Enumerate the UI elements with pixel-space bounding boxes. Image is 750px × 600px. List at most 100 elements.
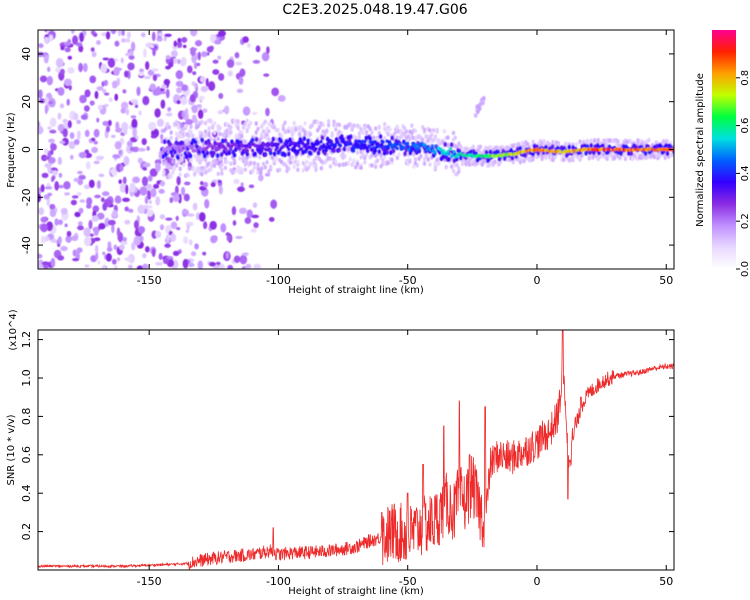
halo-cell	[361, 130, 365, 135]
halo-cell	[435, 157, 439, 162]
halo-cell	[479, 144, 483, 149]
halo-cell	[602, 151, 606, 157]
noise-cell	[57, 219, 64, 225]
noise-cell	[112, 209, 118, 218]
ridge-cell	[190, 144, 194, 149]
halo-cell	[292, 120, 296, 126]
noise-cell	[176, 100, 181, 105]
spectrogram-x-tick-label: 50	[659, 274, 673, 287]
halo-cell	[212, 121, 217, 126]
noise-cell	[83, 227, 91, 237]
noise-cell	[114, 195, 122, 204]
noise-cell	[60, 207, 68, 215]
noise-cell	[90, 30, 96, 35]
ridge-outer-cell	[447, 156, 451, 162]
noise-cell	[73, 112, 79, 121]
ridge-outer-cell	[232, 152, 237, 158]
noise-cell	[60, 45, 65, 51]
noise-cell	[94, 244, 99, 254]
halo-cell	[196, 167, 200, 173]
noise-cell	[64, 192, 70, 196]
noise-cell	[114, 40, 120, 47]
noise-cell	[233, 255, 241, 263]
noise-cell	[203, 169, 208, 175]
halo-cell	[249, 120, 253, 126]
noise-cell	[83, 105, 90, 112]
ridge-cell	[389, 142, 393, 147]
snr-x-tick-label: 50	[659, 575, 673, 588]
halo-cell	[223, 156, 228, 162]
halo-cell	[370, 130, 374, 135]
ridge-cell	[287, 147, 291, 152]
noise-cell	[137, 147, 146, 152]
halo-cell	[270, 155, 275, 161]
halo-cell	[435, 127, 439, 133]
halo-cell	[383, 155, 387, 160]
branch-cell	[481, 99, 485, 104]
halo-cell	[388, 126, 392, 132]
ridge-cell	[402, 146, 406, 150]
noise-cell	[96, 212, 105, 220]
halo-cell	[437, 161, 441, 166]
ridge-outer-cell	[275, 144, 279, 150]
ridge-cell	[262, 142, 266, 147]
snr-x-tick-label: -100	[266, 575, 291, 588]
noise-cell	[51, 238, 58, 243]
noise-cell	[165, 217, 173, 221]
halo-cell	[191, 133, 195, 139]
noise-cell	[148, 200, 152, 204]
halo-cell	[377, 124, 381, 130]
noise-cell	[62, 118, 68, 123]
ridge-cell	[218, 142, 222, 146]
halo-cell	[236, 119, 240, 124]
halo-cell	[350, 127, 354, 132]
noise-cell	[67, 55, 73, 60]
halo-cell	[252, 161, 256, 166]
halo-cell	[574, 142, 579, 147]
ridge-outer-cell	[351, 147, 356, 153]
spectrogram-y-tick-label: -20	[20, 188, 33, 206]
noise-cell	[165, 88, 170, 99]
halo-cell	[223, 165, 228, 171]
halo-cell	[187, 132, 191, 138]
noise-cell	[77, 225, 85, 231]
ridge-cell	[300, 147, 304, 151]
halo-cell	[220, 162, 224, 167]
noise-cell	[208, 261, 216, 267]
spectrogram-cells	[38, 30, 674, 269]
noise-cell	[46, 182, 51, 188]
ridge-outer-cell	[168, 141, 172, 147]
noise-cell	[252, 59, 261, 64]
ridge-outer-cell	[509, 147, 513, 153]
noise-cell	[90, 137, 96, 142]
ridge-cell	[306, 141, 310, 146]
noise-cell	[121, 121, 129, 132]
noise-cell	[151, 68, 159, 72]
noise-cell	[111, 258, 117, 265]
halo-cell	[495, 145, 499, 150]
noise-cell	[97, 260, 101, 265]
noise-cell	[114, 264, 118, 269]
noise-cell	[263, 73, 270, 77]
noise-cell	[100, 63, 108, 74]
noise-cell	[44, 186, 53, 190]
noise-cell	[187, 262, 195, 268]
halo-cell	[243, 167, 247, 172]
noise-cell	[136, 86, 141, 97]
noise-cell	[190, 30, 198, 37]
halo-cell	[218, 131, 222, 137]
noise-cell	[38, 253, 43, 259]
ridge-cell	[452, 149, 456, 154]
noise-cell	[38, 207, 45, 216]
noise-cell	[198, 105, 202, 110]
ridge-cell	[248, 145, 252, 150]
halo-cell	[249, 161, 253, 166]
halo-cell	[390, 157, 394, 162]
ridge-cell	[328, 146, 332, 150]
noise-cell	[70, 154, 74, 160]
halo-cell	[165, 121, 170, 127]
ridge-cell	[261, 146, 265, 150]
noise-cell	[139, 68, 144, 73]
noise-cell	[98, 173, 105, 178]
noise-cell	[79, 32, 84, 43]
